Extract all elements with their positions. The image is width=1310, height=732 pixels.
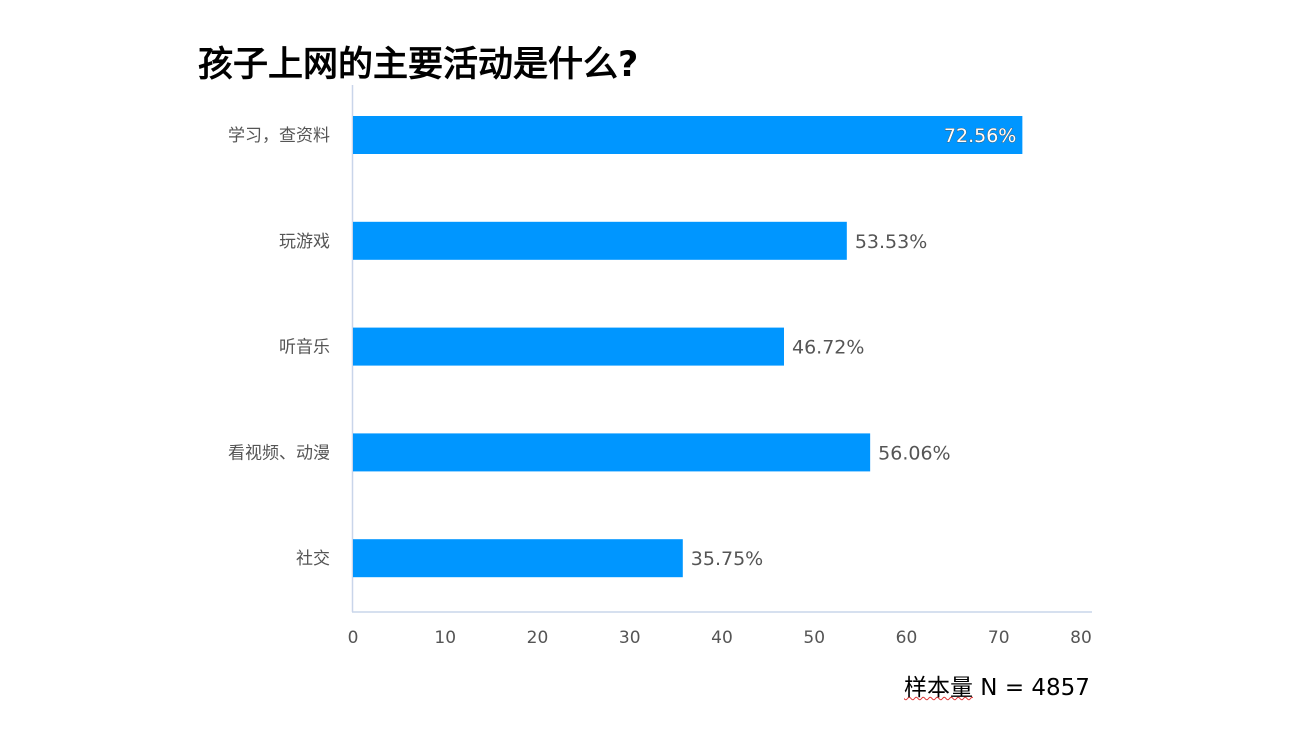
chart-title: 孩子上网的主要活动是什么? [198, 45, 639, 85]
category-label: 看视频、动漫 [228, 443, 330, 463]
bar [353, 327, 784, 366]
x-tick-label: 50 [803, 628, 825, 648]
sample-size: 样本量 N = 4857 [904, 668, 1090, 702]
data-label: 53.53% [855, 231, 927, 253]
x-tick-label: 20 [527, 628, 549, 648]
x-tick-label: 10 [434, 628, 456, 648]
category-label: 社交 [296, 549, 330, 569]
bar [353, 539, 683, 578]
x-tick-label: 80 [1070, 628, 1092, 648]
x-tick-label: 40 [711, 628, 733, 648]
bar [353, 221, 847, 260]
bar [353, 116, 1023, 154]
sample-size-label: 样本量 [904, 675, 973, 701]
data-label: 56.06% [878, 442, 950, 464]
data-label: 46.72% [792, 337, 864, 359]
category-label: 玩游戏 [279, 232, 330, 252]
bar [353, 433, 871, 472]
sample-size-value: N = 4857 [973, 675, 1090, 701]
x-tick-label: 0 [348, 628, 359, 648]
data-label: 72.56% [944, 125, 1016, 147]
category-label: 学习，查资料 [228, 126, 330, 146]
category-label: 听音乐 [279, 338, 330, 358]
data-label: 35.75% [691, 548, 763, 570]
x-tick-label: 70 [988, 628, 1010, 648]
x-tick-label: 30 [619, 628, 641, 648]
x-tick-label: 60 [896, 628, 918, 648]
